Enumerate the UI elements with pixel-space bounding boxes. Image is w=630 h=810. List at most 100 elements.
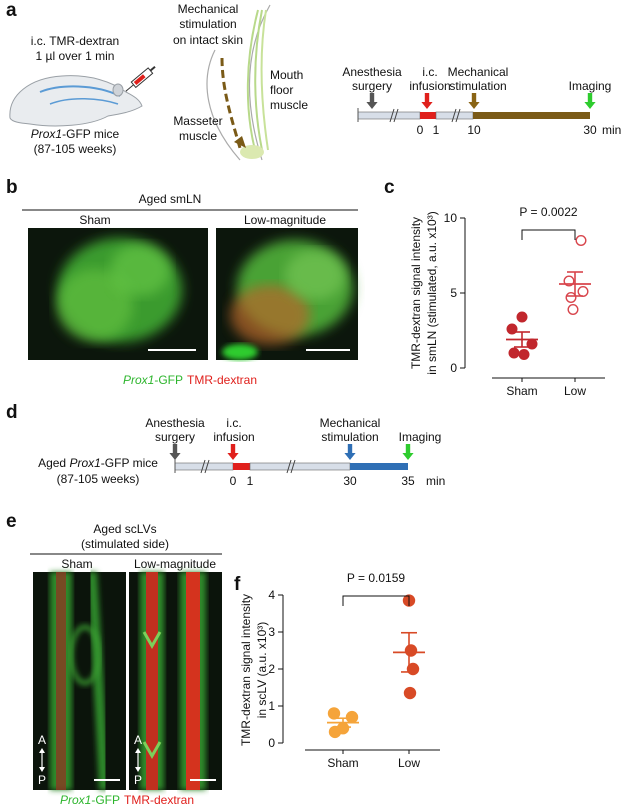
y-tick-label: 0 bbox=[268, 736, 275, 750]
label: Anesthesia bbox=[145, 416, 205, 430]
label: Prox1-GFP mice bbox=[31, 127, 120, 141]
timeline bbox=[357, 93, 596, 123]
x-tick-label: Sham bbox=[327, 756, 358, 770]
label: Masseter bbox=[173, 114, 222, 128]
legend: Prox1-GFP TMR-dextran bbox=[60, 793, 194, 807]
legend-label: TMR-dextran bbox=[124, 793, 194, 807]
label: 1 µl over 1 min bbox=[36, 49, 115, 63]
label: stimulation bbox=[179, 17, 236, 31]
tick-label: 0 bbox=[417, 123, 424, 137]
label: Low-magnitude bbox=[134, 557, 216, 571]
panel-label: f bbox=[234, 574, 241, 595]
title: Aged scLVs bbox=[93, 522, 156, 536]
title: (stimulated side) bbox=[81, 537, 169, 551]
tick-label: 35 bbox=[401, 474, 415, 488]
label: Sham bbox=[79, 213, 110, 227]
label: i.c. TMR-dextran bbox=[31, 34, 119, 48]
label: Prox1 bbox=[69, 456, 100, 470]
micrograph bbox=[33, 571, 222, 791]
muscle-illustration bbox=[206, 4, 271, 161]
p-value: P = 0.0022 bbox=[519, 205, 577, 219]
data-point bbox=[577, 286, 589, 298]
label: i.c. bbox=[226, 416, 241, 430]
label: Imaging bbox=[569, 79, 612, 93]
label: on intact skin bbox=[173, 33, 243, 47]
label: Low-magnitude bbox=[244, 213, 326, 227]
tick-label: 1 bbox=[247, 474, 254, 488]
y-axis-label: TMR-dextran signal intensity bbox=[239, 594, 253, 746]
y-tick-label: 5 bbox=[450, 286, 457, 300]
x-tick-label: Low bbox=[564, 384, 586, 398]
data-point bbox=[404, 644, 418, 657]
label: Mechanical bbox=[178, 2, 239, 16]
data-point bbox=[567, 304, 579, 316]
data-point bbox=[345, 710, 359, 724]
data-point bbox=[327, 707, 341, 720]
label: Prox1 bbox=[31, 127, 62, 141]
mouse-illustration bbox=[9, 65, 156, 127]
label: floor bbox=[270, 83, 293, 97]
label: surgery bbox=[155, 430, 195, 444]
x-tick-label: Sham bbox=[506, 384, 537, 398]
data-point bbox=[518, 349, 530, 361]
data-point bbox=[565, 292, 577, 304]
panel-label: c bbox=[384, 177, 395, 198]
tick-label: 30 bbox=[583, 123, 597, 137]
label: surgery bbox=[352, 79, 392, 93]
legend-label: Prox1 bbox=[60, 793, 91, 807]
tick-label: 30 bbox=[343, 474, 357, 488]
y-tick-label: 1 bbox=[268, 699, 275, 713]
y-axis-label: TMR-dextran signal intensity bbox=[409, 217, 423, 369]
label: -GFP mice bbox=[62, 127, 119, 141]
label: muscle bbox=[270, 98, 308, 112]
y-tick-label: 2 bbox=[268, 662, 275, 676]
label: -GFP mice bbox=[101, 456, 158, 470]
label: infusion bbox=[213, 430, 254, 444]
x-tick-label: Low bbox=[398, 756, 420, 770]
legend: Prox1-GFP TMR-dextran bbox=[123, 373, 257, 387]
panel-label: b bbox=[6, 177, 18, 198]
axis-label: A bbox=[38, 733, 46, 747]
p-value: P = 0.0159 bbox=[347, 571, 405, 585]
label: Aged Prox1-GFP mice bbox=[38, 456, 158, 470]
axis-label: P bbox=[134, 773, 142, 787]
label: infusion bbox=[409, 79, 450, 93]
legend-label: TMR-dextran bbox=[187, 373, 257, 387]
data-point bbox=[328, 725, 342, 739]
y-tick-label: 0 bbox=[450, 361, 457, 375]
significance-bracket bbox=[342, 595, 410, 606]
micrograph bbox=[28, 228, 358, 360]
y-tick-label: 10 bbox=[444, 211, 458, 225]
unit: min bbox=[602, 123, 621, 137]
label: Mouth bbox=[270, 68, 303, 82]
data-point bbox=[575, 234, 587, 246]
label: Aged bbox=[38, 456, 69, 470]
label: Imaging bbox=[399, 430, 442, 444]
legend-label: -GFP bbox=[154, 373, 183, 387]
title: Aged smLN bbox=[139, 192, 202, 206]
panel-label: d bbox=[6, 402, 18, 423]
timeline bbox=[169, 444, 414, 474]
label: Anesthesia bbox=[342, 65, 402, 79]
tick-label: 10 bbox=[467, 123, 481, 137]
label: Sham bbox=[61, 557, 92, 571]
label: muscle bbox=[179, 129, 217, 143]
label: (87-105 weeks) bbox=[34, 142, 117, 156]
label: (87-105 weeks) bbox=[57, 472, 140, 486]
legend-label: -GFP bbox=[91, 793, 120, 807]
label: i.c. bbox=[422, 65, 437, 79]
tick-label: 0 bbox=[230, 474, 237, 488]
panel-label: a bbox=[6, 0, 17, 21]
data-point bbox=[403, 686, 417, 700]
label: stimulation bbox=[321, 430, 378, 444]
label: Mechanical bbox=[320, 416, 381, 430]
significance-bracket bbox=[521, 229, 576, 240]
tick-label: 1 bbox=[433, 123, 440, 137]
unit: min bbox=[426, 474, 445, 488]
legend-label: Prox1 bbox=[123, 373, 154, 387]
label: Mechanical bbox=[448, 65, 509, 79]
y-axis-label: in scLV (a.u. x10³) bbox=[255, 622, 269, 718]
y-tick-label: 4 bbox=[268, 588, 275, 602]
